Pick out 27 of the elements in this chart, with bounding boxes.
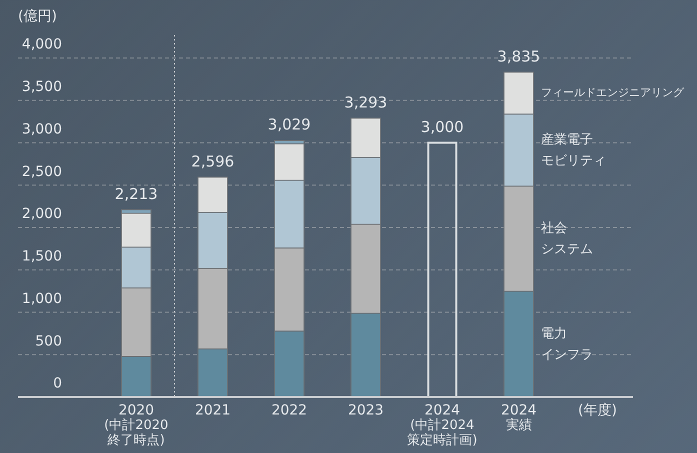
total-label: 3,029: [268, 116, 311, 134]
series-label: 電力インフラ: [540, 326, 593, 362]
x-tick-label: 2024 (中計2024 策定時計画): [407, 402, 478, 448]
total-label: 3,293: [344, 93, 388, 112]
series-label: 産業電子モビリティ: [540, 131, 606, 168]
y-tick-label: 1,000: [22, 290, 62, 307]
y-tick-label: 3,500: [22, 79, 62, 96]
series-label: フィールドエンジニアリング: [540, 86, 685, 99]
y-tick-label: 1,500: [22, 248, 62, 265]
x-tick-label: 2021: [194, 402, 231, 419]
y-tick-label: 2,500: [22, 164, 62, 180]
y-tick-label: 3,000: [22, 121, 62, 138]
x-tick-label: 2022: [271, 402, 308, 419]
total-label: 2,213: [114, 184, 158, 203]
y-tick-label: 500: [35, 333, 62, 350]
total-label: 3,000: [420, 118, 464, 136]
y-tick-label: 4,000: [22, 36, 62, 53]
x-tick-label: 2024 実績: [500, 402, 537, 433]
total-label: 3,835: [497, 47, 540, 66]
x-axis-title: (年度): [578, 402, 617, 419]
y-axis-title: (億円): [18, 8, 57, 25]
series-label: 社会システム: [540, 220, 593, 257]
x-tick-label: 2023: [348, 402, 384, 419]
total-label: 2,596: [191, 152, 234, 170]
y-tick-label: 0: [53, 376, 62, 392]
x-tick-label: 2020 (中計2020 終了時点): [104, 402, 168, 448]
y-tick-label: 2,000: [22, 206, 62, 222]
